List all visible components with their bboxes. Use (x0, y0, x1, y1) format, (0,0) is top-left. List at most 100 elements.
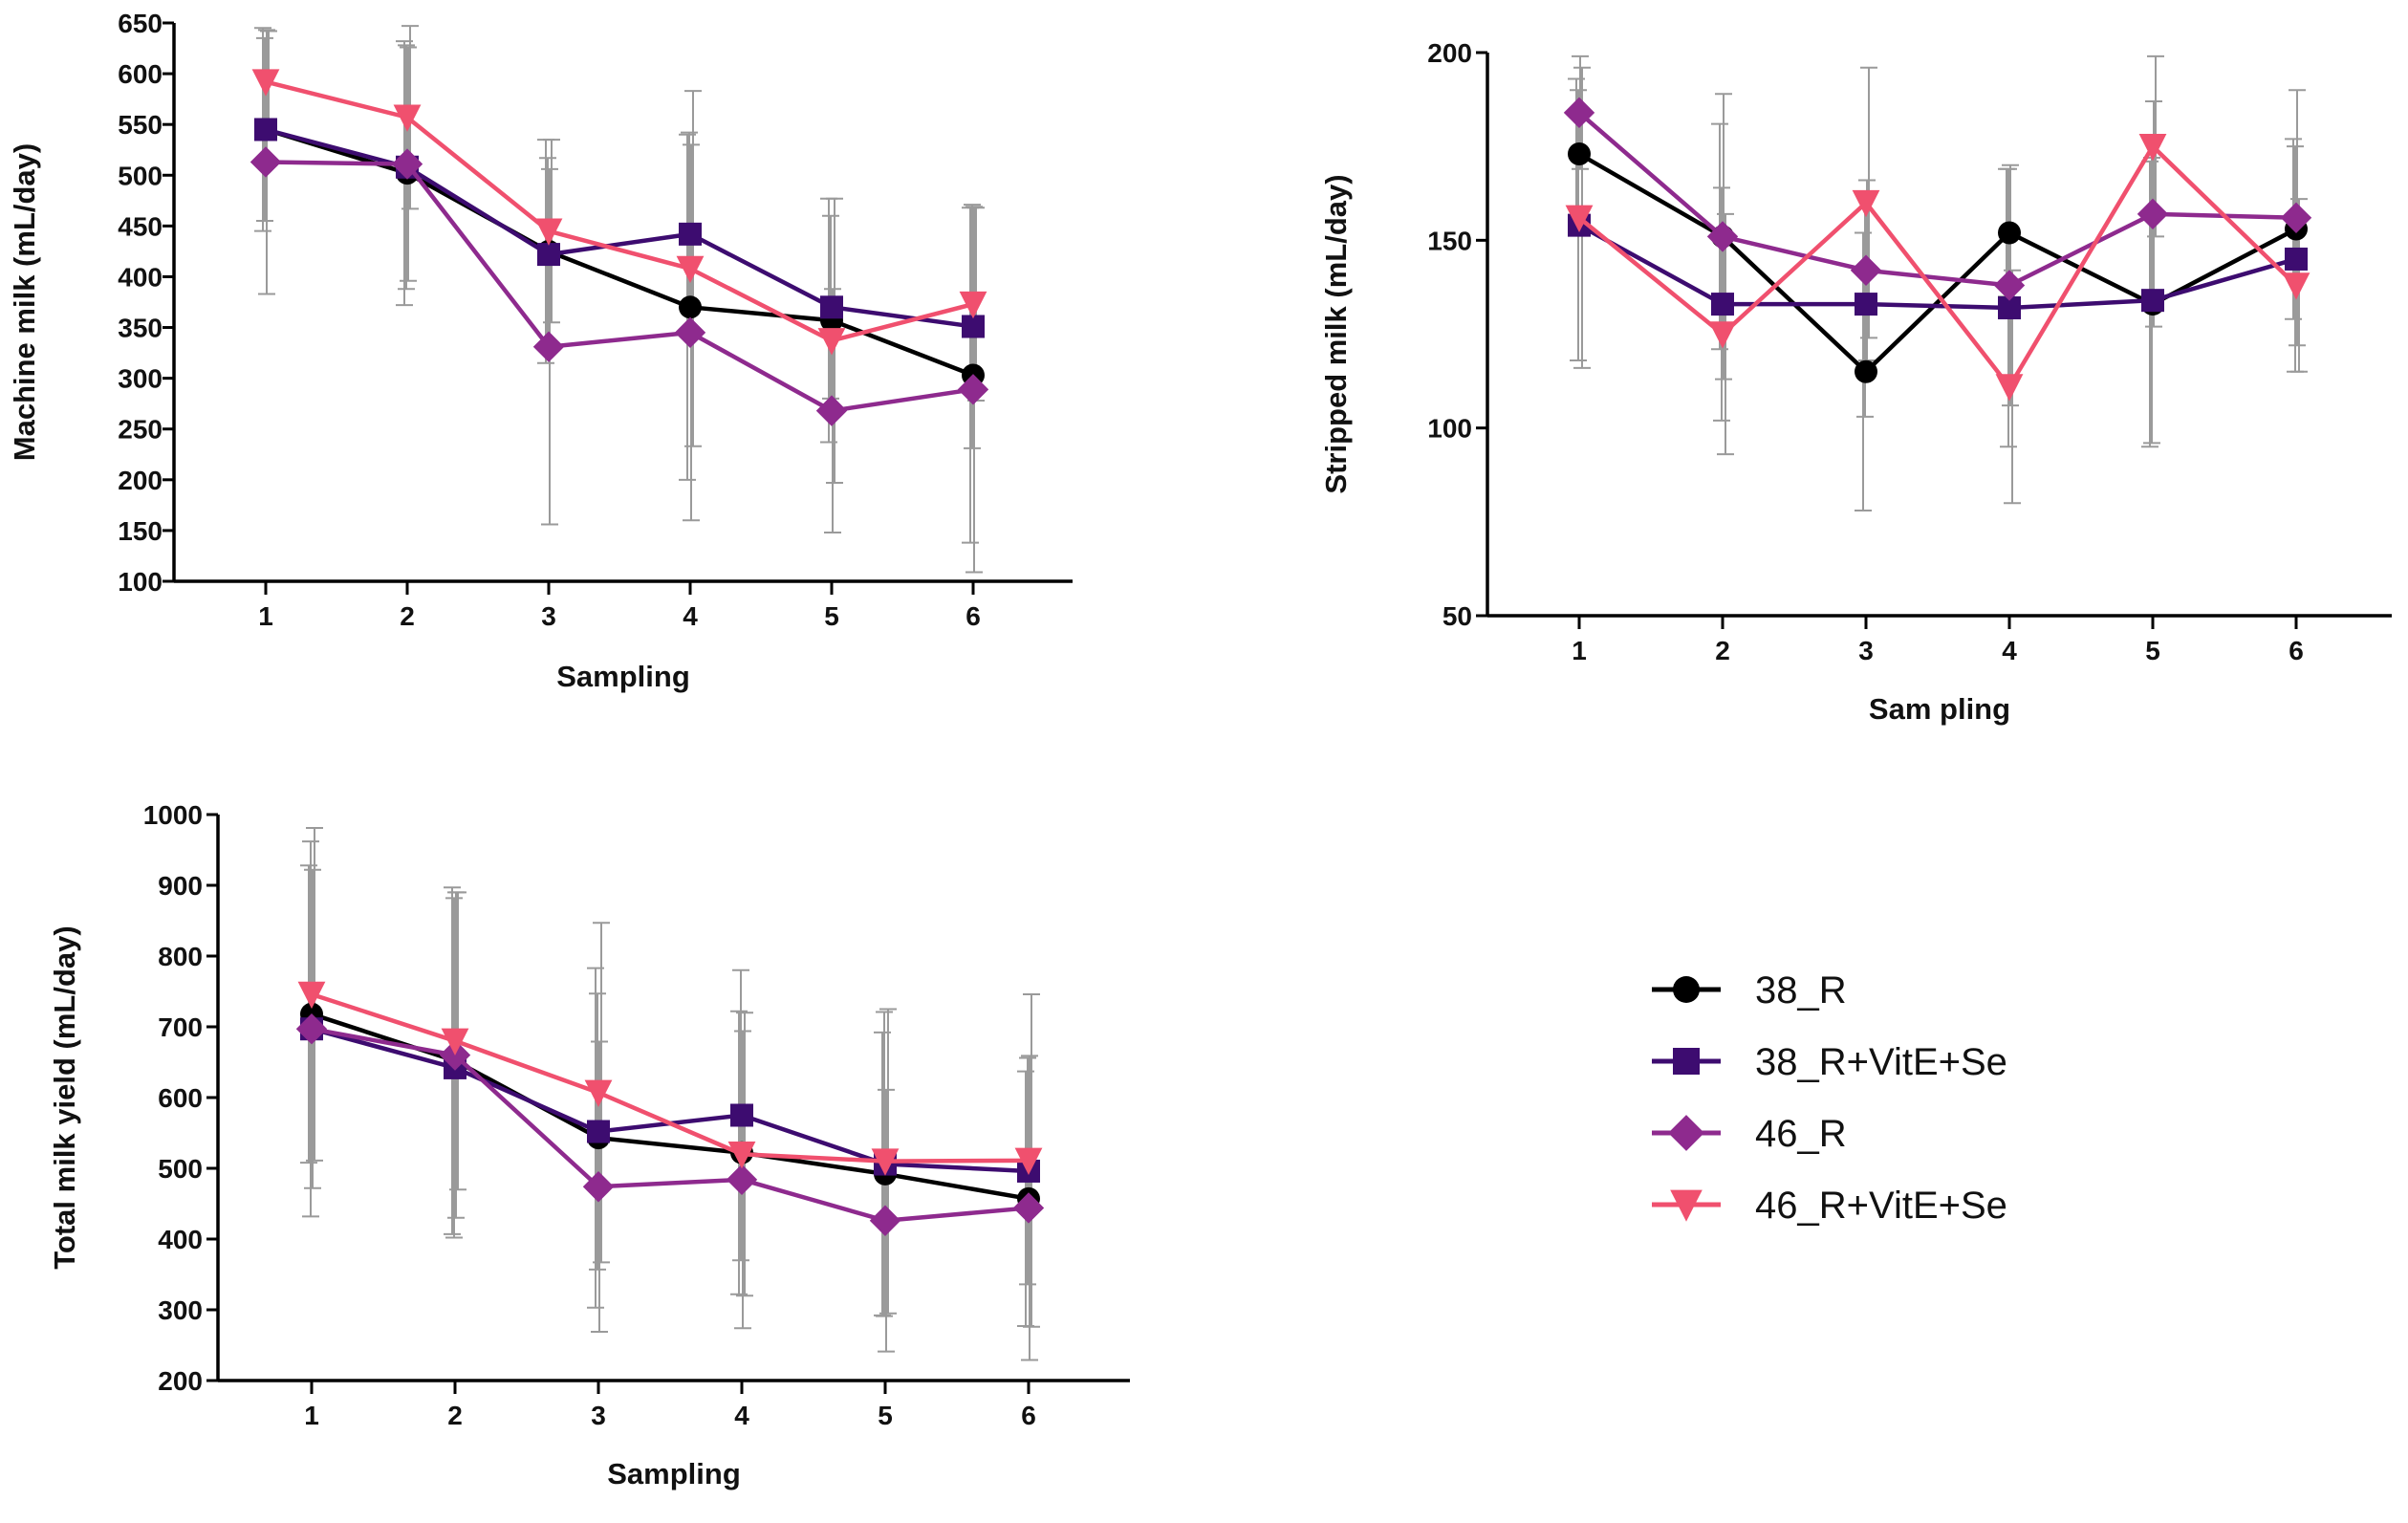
data-point-38-r-vite-se (679, 222, 702, 246)
legend-marker-38-r (1673, 976, 1700, 1003)
y-tick-label: 200 (158, 1366, 203, 1396)
data-point-46-r (2137, 198, 2169, 230)
data-point-38-r (679, 295, 702, 319)
data-point-38-r (1998, 221, 2021, 245)
x-tick-label: 1 (258, 601, 273, 631)
x-tick-label: 6 (965, 601, 981, 631)
data-point-46-r (1993, 270, 2026, 301)
data-point-46-r (1563, 97, 1595, 129)
x-tick-label: 4 (734, 1401, 749, 1430)
y-tick-label: 300 (118, 364, 163, 394)
data-point-46-r-vite-se (441, 1028, 469, 1055)
x-tick-label: 2 (400, 601, 415, 631)
data-point-38-r-vite-se (1855, 293, 1877, 316)
data-point-46-r-vite-se (393, 104, 422, 132)
y-tick-label: 650 (118, 9, 163, 38)
y-tick-label: 350 (118, 314, 163, 343)
data-point-46-r-vite-se (1014, 1147, 1043, 1176)
data-point-46-r (726, 1164, 758, 1196)
data-point-46-r (869, 1205, 901, 1236)
panel-stripped-milk: 50 100 150 200 1 2 3 4 5 6 Sam pling Stripped milk … (1319, 38, 2392, 726)
y-axis-title: Machine milk (mL/day) (8, 143, 41, 461)
series-line-46-r (311, 1027, 1030, 1224)
data-point-46-r (1706, 221, 1739, 252)
x-tick-label: 1 (1572, 636, 1587, 665)
series-line-38-r (265, 127, 974, 378)
data-point-46-r (957, 374, 989, 405)
x-tick-label: 4 (683, 601, 698, 631)
y-tick-label: 150 (1427, 226, 1472, 255)
data-point-46-r-vite-se (1708, 321, 1737, 349)
y-axis-title: Total milk yield (mL/day) (48, 925, 81, 1269)
data-point-46-r-vite-se (727, 1142, 756, 1169)
x-tick-label: 5 (2145, 636, 2160, 665)
data-point-38-r-vite-se (537, 243, 560, 267)
data-point-38-r-vite-se (962, 315, 985, 338)
y-tick-label: 200 (1427, 38, 1472, 68)
y-tick-label: 150 (118, 516, 163, 546)
y-axis-title: Stripped milk (mL/day) (1319, 174, 1353, 493)
series-line-46-r (265, 160, 974, 413)
y-tick-label: 600 (158, 1083, 203, 1113)
series-line-46-r-vite-se (311, 991, 1030, 1164)
data-point-46-r-vite-se (676, 255, 705, 284)
y-tick-label: 50 (1443, 601, 1472, 631)
x-tick-label: 3 (591, 1401, 606, 1430)
data-point-46-r-vite-se (584, 1079, 613, 1107)
data-point-38-r (1568, 142, 1591, 166)
x-tick-label: 6 (2289, 636, 2304, 665)
series-line-46-r-vite-se (265, 79, 974, 343)
data-point-46-r-vite-se (2138, 133, 2167, 162)
data-point-46-r (1012, 1192, 1045, 1224)
data-point-46-r (1850, 254, 1882, 286)
data-point-46-r-vite-se (1852, 189, 1880, 218)
series-line-38-r (311, 1012, 1030, 1202)
legend-label-46-r-vite-se: 46_R+VitE+Se (1755, 1185, 2007, 1227)
x-tick-label: 2 (447, 1401, 463, 1430)
legend-label-46-r: 46_R (1755, 1113, 1847, 1155)
y-tick-label: 600 (118, 59, 163, 89)
series-line-38-r-vite-se (1577, 223, 2297, 311)
y-tick-label: 800 (158, 942, 203, 971)
y-tick-label: 500 (158, 1154, 203, 1184)
x-axis-title: Sampling (556, 660, 690, 693)
data-point-46-r (532, 331, 565, 362)
data-point-38-r-vite-se (730, 1103, 753, 1127)
data-point-46-r (249, 146, 282, 178)
y-tick-label: 400 (118, 262, 163, 292)
data-point-46-r (582, 1171, 615, 1203)
data-point-38-r-vite-se (820, 295, 843, 319)
legend-label-38-r-vite-se: 38_R+VitE+Se (1755, 1041, 2007, 1083)
y-tick-label: 700 (158, 1012, 203, 1042)
series-line-46-r-vite-se (1577, 143, 2298, 389)
data-point-38-r-vite-se (587, 1120, 610, 1143)
y-tick-label: 250 (118, 415, 163, 445)
legend-marker-38-r-vite-se (1673, 1048, 1700, 1075)
data-point-46-r-vite-se (534, 218, 563, 246)
y-tick-label: 450 (118, 211, 163, 241)
x-tick-label: 3 (541, 601, 556, 631)
y-tick-label: 400 (158, 1225, 203, 1254)
y-tick-label: 200 (118, 466, 163, 495)
data-point-46-r (674, 316, 706, 349)
data-point-38-r-vite-se (2285, 247, 2308, 271)
y-tick-label: 900 (158, 871, 203, 901)
data-point-46-r-vite-se (297, 981, 326, 1010)
x-tick-label: 5 (824, 601, 839, 631)
y-tick-label: 1000 (143, 800, 203, 830)
x-tick-label: 1 (304, 1401, 319, 1430)
data-point-46-r (2280, 202, 2312, 233)
series-line-46-r (1577, 111, 2297, 288)
data-point-38-r-vite-se (2141, 289, 2164, 313)
series-line-38-r (1577, 152, 2298, 375)
data-point-46-r-vite-se (871, 1148, 900, 1176)
data-point-46-r-vite-se (959, 291, 987, 319)
data-point-46-r (391, 148, 423, 180)
data-point-46-r-vite-se (2282, 272, 2310, 300)
legend-marker-46-r (1668, 1115, 1704, 1151)
legend-label-38-r: 38_R (1755, 969, 1847, 1012)
panel-total-milk-yield: 200 300 400 500 600 700 800 900 1000 1 2 3 4 5 6 Sampli… (48, 800, 1130, 1490)
data-point-46-r (815, 395, 848, 426)
